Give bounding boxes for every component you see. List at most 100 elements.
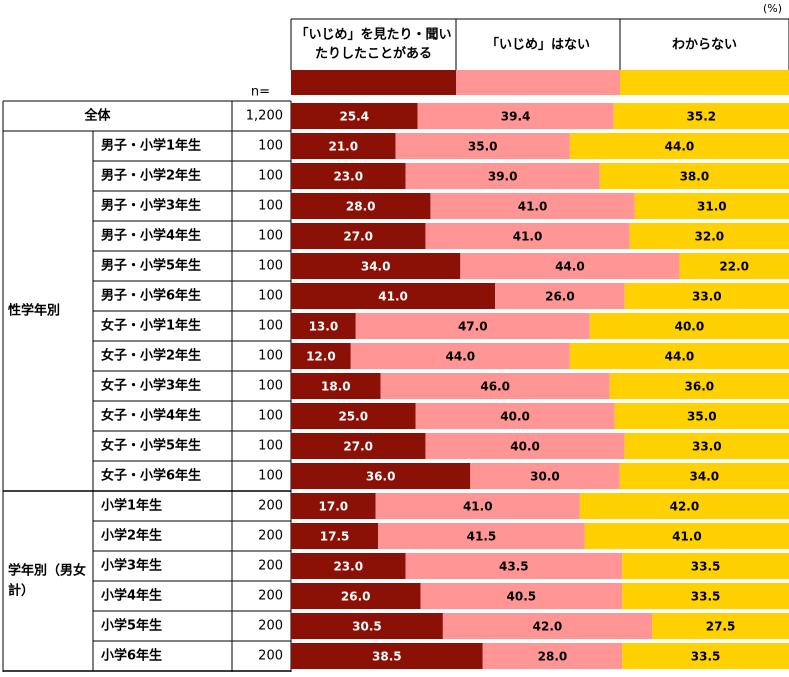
bar-seg-1 (291, 583, 421, 609)
bar-label-2: 28.0 (538, 650, 568, 664)
bar-label-1: 38.5 (372, 650, 402, 664)
row-n: 200 (258, 529, 283, 544)
bar-label-2: 40.0 (510, 440, 540, 454)
bar-label-2: 44.0 (555, 260, 585, 274)
bar-seg-2 (425, 433, 625, 459)
bar-label-3: 44.0 (665, 140, 695, 154)
row-n: 100 (258, 139, 283, 154)
bar-label-2: 35.0 (468, 140, 498, 154)
bar-seg-1 (291, 103, 418, 129)
bar-label-2: 41.0 (463, 500, 493, 514)
bar-label-3: 34.0 (690, 470, 720, 484)
bar-label-3: 33.0 (692, 290, 722, 304)
bar-seg-1 (291, 433, 426, 459)
row-label: 男子・小学1年生 (101, 138, 201, 154)
bar-seg-1 (291, 253, 461, 279)
bar-seg-3 (624, 433, 789, 459)
bar-seg-2 (395, 133, 570, 159)
bar-seg-2 (415, 403, 615, 429)
row-label: 女子・小学6年生 (101, 468, 201, 484)
bar-seg-3 (652, 613, 789, 639)
bar-seg-2 (355, 313, 590, 339)
row-label: 小学2年生 (101, 528, 162, 544)
bar-seg-1 (291, 613, 443, 639)
row-n: 200 (258, 589, 283, 604)
bar-seg-3 (679, 253, 789, 279)
n-header: n= (251, 85, 270, 100)
legend-label-3: わからない (672, 38, 737, 53)
bar-label-2: 40.5 (507, 590, 537, 604)
bar-seg-2 (417, 103, 614, 129)
bar-label-1: 26.0 (341, 590, 371, 604)
group-label-2-line-1: 学年別（男女 (8, 563, 86, 579)
row-label: 女子・小学1年生 (101, 318, 201, 334)
bar-label-3: 36.0 (685, 380, 715, 394)
bar-label-2: 46.0 (480, 380, 510, 394)
bar-seg-2 (380, 373, 610, 399)
bar-label-3: 33.5 (691, 560, 721, 574)
bar-seg-3 (614, 403, 789, 429)
bar-seg-2 (375, 493, 580, 519)
bar-label-2: 44.0 (446, 350, 476, 364)
bar-seg-1 (291, 373, 381, 399)
row-n: 100 (258, 199, 283, 214)
bar-seg-2 (430, 193, 635, 219)
bar-seg-3 (634, 193, 789, 219)
bar-label-1: 41.0 (378, 290, 408, 304)
bar-seg-1 (291, 283, 496, 309)
bar-seg-1 (291, 493, 376, 519)
bar-seg-2 (470, 463, 620, 489)
bar-label-2: 41.0 (513, 230, 543, 244)
row-label: 男子・小学5年生 (101, 258, 201, 274)
row-n: 100 (258, 259, 283, 274)
bar-label-1: 13.0 (309, 320, 339, 334)
bar-label-2: 41.5 (467, 530, 497, 544)
bar-seg-1 (291, 223, 426, 249)
row-label: 小学5年生 (101, 618, 162, 634)
bar-seg-2 (405, 163, 600, 189)
bar-seg-1 (291, 193, 431, 219)
row-n: 200 (258, 619, 283, 634)
unit-label: (%) (763, 2, 782, 15)
bar-label-2: 26.0 (545, 290, 575, 304)
bar-seg-1 (291, 553, 406, 579)
bar-seg-3 (599, 163, 789, 189)
bar-label-3: 33.5 (691, 650, 721, 664)
row-label: 小学4年生 (101, 588, 162, 604)
row-label: 男子・小学4年生 (101, 228, 201, 244)
bar-label-3: 31.0 (697, 200, 727, 214)
bar-seg-1 (291, 133, 396, 159)
row-n: 100 (258, 469, 283, 484)
bar-label-1: 25.4 (339, 110, 369, 124)
row-label: 小学3年生 (101, 558, 162, 574)
bar-label-1: 36.0 (366, 470, 396, 484)
legend-swatch-3 (620, 70, 789, 95)
bar-label-1: 23.0 (333, 560, 363, 574)
bar-label-3: 41.0 (672, 530, 702, 544)
row-n: 200 (258, 559, 283, 574)
bar-seg-3 (624, 283, 789, 309)
bar-seg-2 (420, 583, 623, 609)
bar-label-3: 40.0 (675, 320, 705, 334)
bar-seg-1 (291, 313, 356, 339)
row-label: 女子・小学2年生 (101, 348, 201, 364)
bar-label-3: 35.0 (687, 410, 717, 424)
bar-label-1: 17.0 (319, 500, 349, 514)
bar-seg-2 (405, 553, 623, 579)
bar-label-1: 12.0 (306, 350, 336, 364)
bar-seg-1 (291, 643, 483, 669)
bar-label-1: 34.0 (361, 260, 391, 274)
row-label: 女子・小学5年生 (101, 438, 201, 454)
bar-label-1: 28.0 (346, 200, 376, 214)
bar-seg-3 (622, 553, 789, 579)
legend-swatch-1 (291, 70, 456, 95)
bar-label-2: 30.0 (530, 470, 560, 484)
bar-label-1: 23.0 (333, 170, 363, 184)
row-label: 男子・小学6年生 (101, 288, 201, 304)
bar-seg-3 (613, 103, 789, 129)
bar-seg-3 (619, 463, 789, 489)
row-label: 女子・小学3年生 (101, 378, 201, 394)
bar-label-1: 27.0 (343, 440, 373, 454)
bar-label-2: 40.0 (500, 410, 530, 424)
